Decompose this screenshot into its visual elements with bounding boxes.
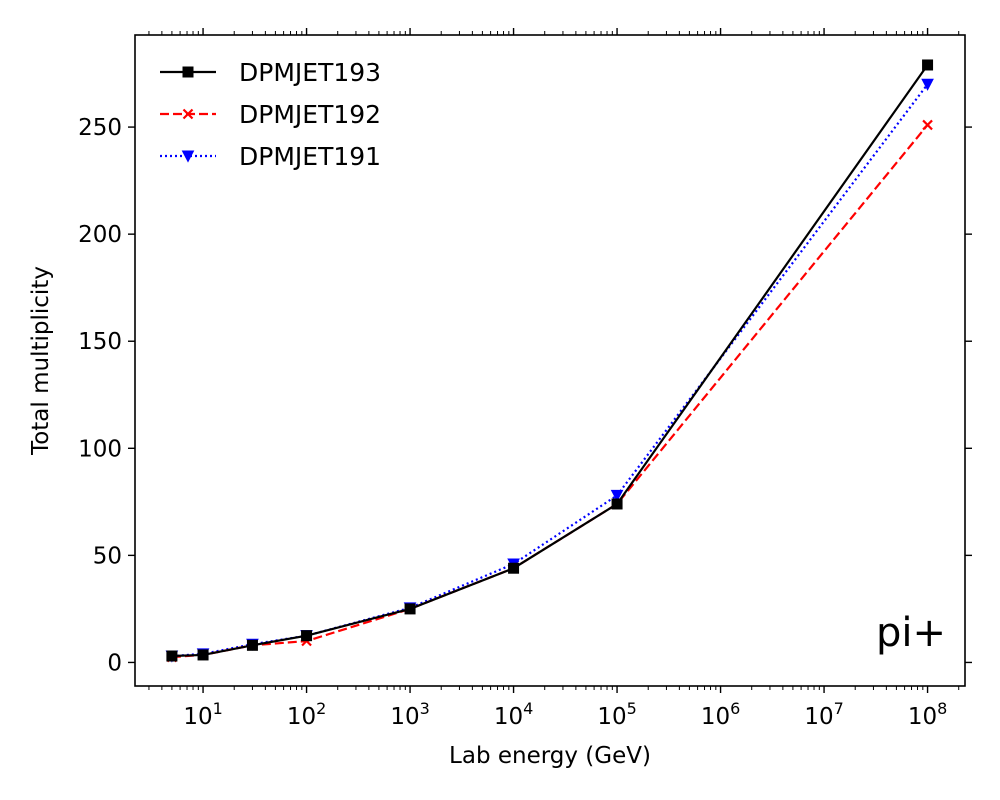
data-point-DPMJET193 <box>197 649 209 661</box>
y-tick-label: 250 <box>78 115 122 141</box>
data-point-DPMJET193 <box>301 630 313 642</box>
y-axis-label: Total multiplicity <box>28 266 54 456</box>
chart-annotation: pi+ <box>876 610 946 656</box>
data-point-DPMJET193 <box>611 498 623 510</box>
y-tick-label: 100 <box>78 436 122 462</box>
x-tick-label: 106 <box>701 699 740 730</box>
x-tick-base: 10 <box>804 704 833 730</box>
y-tick-label: 200 <box>78 222 122 248</box>
y-tick-label: 50 <box>93 543 122 569</box>
plot-marks <box>165 59 934 663</box>
data-point-DPMJET193 <box>246 639 258 651</box>
x-tick-label: 104 <box>494 699 533 730</box>
x-tick-base: 10 <box>597 704 626 730</box>
legend-entry: DPMJET192 <box>160 100 381 129</box>
x-tick-base: 10 <box>287 704 316 730</box>
data-point-DPMJET191 <box>610 489 624 502</box>
data-point-DPMJET192 <box>922 119 933 131</box>
data-point-DPMJET193 <box>404 603 416 615</box>
x-tick-label: 105 <box>597 699 636 730</box>
x-tick-label: 108 <box>908 699 947 730</box>
x-tick-exponent: 1 <box>213 699 223 718</box>
series-DPMJET193 <box>166 59 934 662</box>
x-axis-label: Lab energy (GeV) <box>449 743 651 769</box>
x-tick-exponent: 6 <box>730 699 740 718</box>
x-tick-exponent: 5 <box>627 699 637 718</box>
legend-entry: DPMJET193 <box>160 58 381 87</box>
x-tick-exponent: 3 <box>420 699 430 718</box>
series-line-DPMJET193 <box>171 64 929 658</box>
legend-marker <box>181 150 195 163</box>
x-tick-label: 107 <box>804 699 843 730</box>
data-point-DPMJET193 <box>922 59 934 71</box>
x-tick-base: 10 <box>390 704 419 730</box>
x-tick-label: 101 <box>183 699 222 730</box>
x-tick-exponent: 2 <box>316 699 326 718</box>
legend: DPMJET193 DPMJET192 DPMJET191 <box>160 58 381 171</box>
legend-marker <box>182 66 194 78</box>
legend-marker <box>182 108 194 120</box>
x-tick-base: 10 <box>701 704 730 730</box>
data-point-DPMJET193 <box>508 562 520 574</box>
x-tick-exponent: 8 <box>937 699 947 718</box>
x-tick-exponent: 7 <box>834 699 844 718</box>
x-tick-label: 102 <box>287 699 326 730</box>
series-line-DPMJET192 <box>171 124 929 659</box>
x-tick-label: 103 <box>390 699 429 730</box>
legend-label: DPMJET191 <box>239 142 381 171</box>
data-point-DPMJET191 <box>921 78 934 91</box>
plot-frame <box>134 34 966 687</box>
x-tick-exponent: 4 <box>523 699 533 718</box>
legend-label: DPMJET192 <box>239 100 381 129</box>
legend-label: DPMJET193 <box>239 58 381 87</box>
y-tick-label: 150 <box>78 329 122 355</box>
series-DPMJET192 <box>166 119 933 663</box>
x-tick-base: 10 <box>494 704 523 730</box>
y-tick-label: 0 <box>107 650 122 676</box>
data-point-DPMJET193 <box>166 650 178 662</box>
legend-entry: DPMJET191 <box>160 142 381 171</box>
x-tick-base: 10 <box>183 704 212 730</box>
x-tick-base: 10 <box>908 704 937 730</box>
